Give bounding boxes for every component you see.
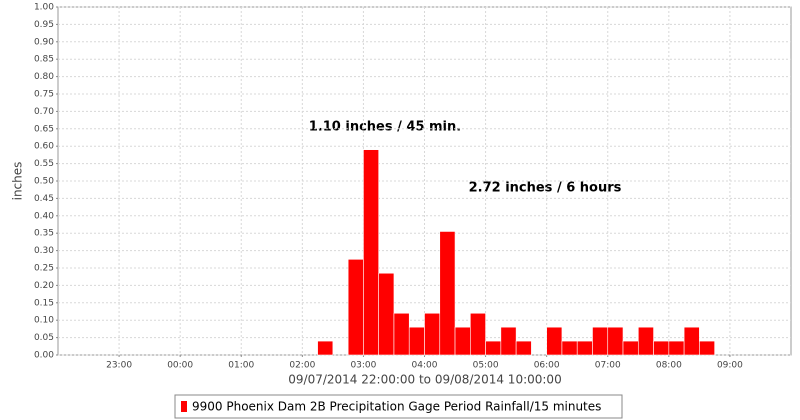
x-tick-label: 09:00	[717, 361, 743, 371]
y-tick-label: 0.50	[34, 177, 54, 187]
y-tick-label: 0.55	[34, 159, 54, 169]
bar	[592, 326, 609, 356]
bar	[454, 326, 471, 356]
bar	[576, 340, 593, 356]
bar	[683, 326, 700, 356]
y-tick-label: 0.35	[34, 229, 54, 239]
bar	[546, 326, 563, 356]
bar	[470, 312, 486, 356]
y-tick-label: 0.70	[34, 107, 54, 117]
x-tick-label: 01:00	[228, 361, 254, 371]
legend-label: 9900 Phoenix Dam 2B Precipitation Gage P…	[192, 400, 601, 414]
x-tick-label: 04:00	[412, 361, 438, 371]
y-tick-label: 0.80	[34, 72, 54, 82]
y-tick-label: 0.20	[34, 281, 54, 291]
x-tick-label: 06:00	[534, 361, 560, 371]
y-tick-label: 0.45	[34, 194, 54, 204]
y-tick-label: 0.25	[34, 264, 54, 274]
annotation: 2.72 inches / 6 hours	[469, 181, 622, 196]
y-tick-label: 0.60	[34, 142, 54, 152]
bar	[637, 326, 654, 356]
legend-swatch	[181, 401, 187, 412]
bar	[424, 312, 441, 356]
bar	[408, 326, 425, 356]
bar	[668, 340, 685, 356]
bar	[500, 326, 517, 356]
bar	[363, 149, 379, 356]
bar	[622, 340, 639, 356]
x-tick-label: 05:00	[473, 361, 499, 371]
x-tick-label: 03:00	[350, 361, 376, 371]
bar	[561, 340, 578, 356]
y-tick-label: 0.85	[34, 55, 54, 65]
x-tick-label: 00:00	[167, 361, 193, 371]
bar	[317, 340, 334, 356]
bar	[485, 340, 502, 356]
legend	[174, 394, 623, 419]
bar	[439, 231, 456, 356]
y-tick-label: 0.10	[34, 316, 54, 326]
y-tick-label: 0.00	[34, 351, 54, 361]
y-axis-label: inches	[11, 162, 25, 201]
y-tick-label: 1.00	[34, 3, 54, 13]
x-tick-label: 07:00	[595, 361, 621, 371]
bar	[347, 258, 364, 356]
y-tick-label: 0.15	[34, 298, 54, 308]
y-tick-label: 0.65	[34, 124, 54, 134]
y-tick-label: 0.05	[34, 333, 54, 343]
y-tick-label: 0.30	[34, 246, 54, 256]
bar	[653, 340, 670, 356]
y-tick-label: 0.95	[34, 20, 54, 30]
annotation: 1.10 inches / 45 min.	[309, 120, 461, 135]
bar	[378, 272, 395, 356]
y-tick-label: 0.40	[34, 211, 54, 221]
x-tick-label: 23:00	[106, 361, 132, 371]
bar	[393, 312, 410, 356]
x-axis-label: 09/07/2014 22:00:00 to 09/08/2014 10:00:…	[288, 373, 561, 387]
y-tick-label: 0.75	[34, 90, 54, 100]
bar	[515, 340, 532, 356]
x-tick-label: 08:00	[656, 361, 682, 371]
y-tick-label: 0.90	[34, 37, 54, 47]
bar	[607, 326, 624, 356]
x-tick-label: 02:00	[289, 361, 315, 371]
bar	[699, 340, 715, 356]
